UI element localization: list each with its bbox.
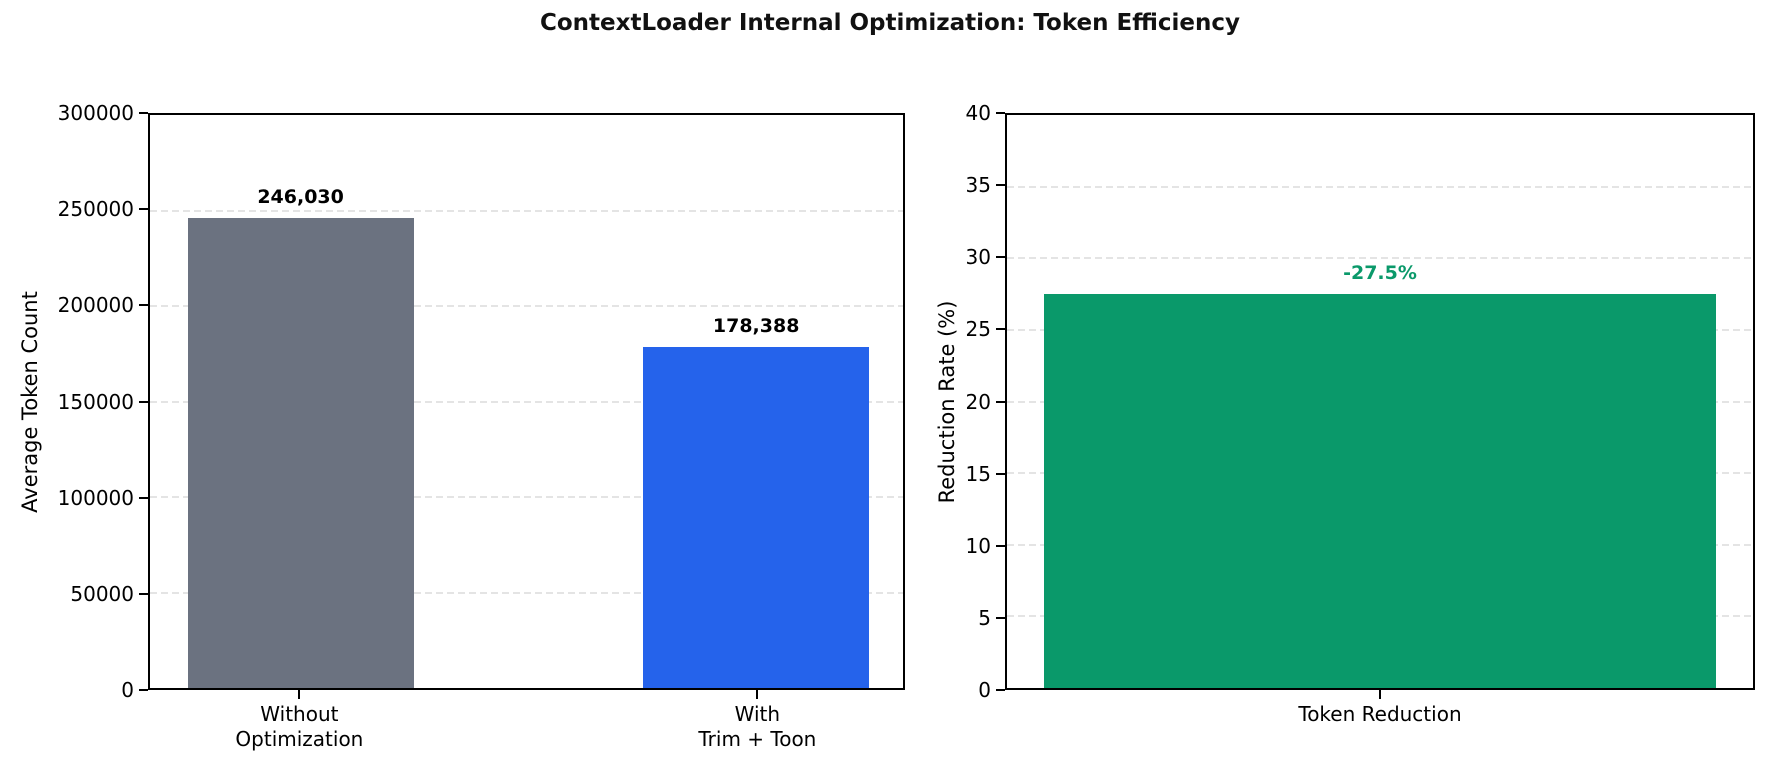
token-count-x-axis-tick-marks (148, 690, 905, 699)
y-tick-label: 15 (965, 461, 991, 486)
gridline (150, 496, 903, 499)
gridline (150, 305, 903, 308)
token-count-y-axis-tick-marks (139, 112, 148, 691)
x-tick-label: Token Reduction (1298, 702, 1462, 726)
y-tick-mark (996, 112, 1005, 114)
y-tick-mark (996, 400, 1005, 403)
y-tick-mark (996, 184, 1005, 187)
y-tick-mark (996, 689, 1005, 691)
gridline (150, 591, 903, 594)
y-tick-label: 150000 (57, 389, 134, 414)
y-tick-label: 20 (965, 389, 991, 414)
y-tick-label: 35 (965, 173, 991, 198)
chart-title: ContextLoader Internal Optimization: Tok… (539, 10, 1240, 36)
reduction-rate-x-axis-tick-marks (1005, 690, 1755, 699)
y-tick-label: 30 (965, 245, 991, 270)
x-tick-label: Without Optimization (235, 702, 364, 751)
y-tick-mark (996, 328, 1005, 331)
gridline (1007, 257, 1753, 260)
reduction-rate-y-axis-tick-marks (996, 112, 1005, 691)
y-tick-label: 200000 (57, 293, 134, 318)
y-tick-mark (139, 496, 148, 499)
y-tick-label: 10 (965, 533, 991, 558)
bar-value-label: -27.5% (1343, 262, 1417, 285)
reduction-rate-x-axis-ticks: Token Reduction (1005, 702, 1755, 762)
reduction-rate-plot-area: -27.5% (1005, 113, 1755, 690)
y-tick-mark (139, 592, 148, 595)
y-tick-mark (996, 616, 1005, 619)
y-tick-mark (139, 304, 148, 307)
y-tick-mark (139, 112, 148, 114)
gridline (1007, 185, 1753, 188)
gridline (150, 400, 903, 403)
y-tick-label: 50000 (70, 581, 134, 606)
token-count-y-axis-ticks: 0 50000 100000 150000 200000 250000 300000 (36, 101, 134, 702)
y-tick-label: 100000 (57, 485, 134, 510)
y-tick-label: 40 (965, 101, 991, 125)
y-tick-mark (139, 689, 148, 691)
x-tick-mark (298, 690, 301, 699)
y-tick-mark (996, 256, 1005, 259)
bar-value-label: 246,030 (257, 186, 344, 209)
bar-value-label: 178,388 (712, 315, 800, 338)
y-tick-mark (139, 208, 148, 211)
y-tick-mark (996, 472, 1005, 475)
y-tick-label: 25 (965, 317, 991, 342)
bar (1044, 294, 1716, 688)
x-tick-mark (756, 690, 759, 699)
reduction-rate-y-axis-ticks: 0 5 10 15 20 25 30 35 40 (893, 101, 991, 702)
gridline (150, 209, 903, 212)
y-tick-label: 0 (978, 678, 991, 702)
token-count-plot-area: 246,030 178,388 (148, 113, 905, 690)
y-tick-label: 300000 (57, 101, 134, 125)
x-tick-label: With Trim + Toon (698, 702, 817, 751)
bar (187, 218, 414, 688)
bar (643, 347, 870, 688)
y-tick-mark (996, 544, 1005, 547)
y-tick-label: 0 (121, 678, 134, 702)
y-tick-label: 5 (978, 605, 991, 630)
y-tick-label: 250000 (57, 197, 134, 222)
token-count-x-axis-ticks: Without Optimization With Trim + Toon (148, 702, 905, 762)
y-tick-mark (139, 400, 148, 403)
x-tick-mark (1379, 690, 1381, 699)
